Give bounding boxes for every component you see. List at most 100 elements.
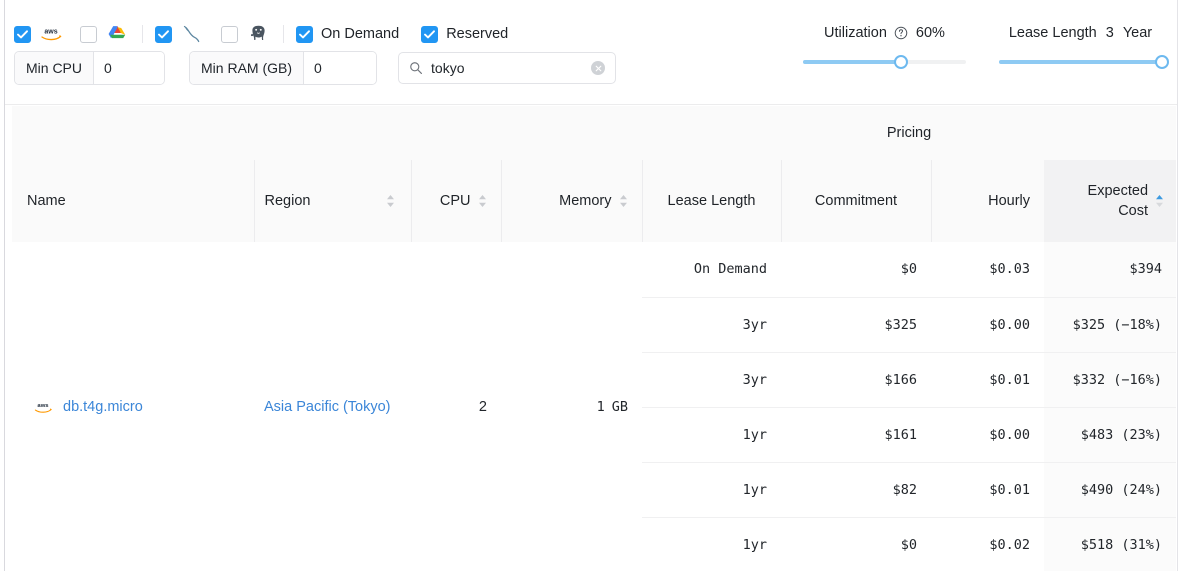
checkbox-reserved[interactable] — [421, 25, 439, 43]
expected-cost-value: $394 — [1129, 261, 1163, 278]
engine-filter-postgres[interactable] — [221, 23, 271, 45]
table-row[interactable]: aws db.t4g.micro Asia Pacific (Tokyo) — [12, 242, 1176, 415]
sort-icon-memory[interactable] — [619, 194, 628, 208]
postgresql-elephant-icon — [245, 23, 271, 45]
group-header-spacer — [12, 106, 642, 160]
checkbox-mysql[interactable] — [155, 25, 172, 43]
utilization-slider-thumb[interactable] — [893, 55, 908, 69]
sort-icon-expected-cost[interactable] — [1155, 194, 1164, 208]
memory-unit: GB — [611, 399, 628, 415]
col-header-commitment[interactable]: Commitment — [780, 160, 931, 242]
cell-commitment: $161 — [781, 406, 931, 462]
utilization-slider-block: Utilization 60% — [803, 24, 966, 69]
divider — [142, 25, 143, 43]
col-header-expected-cost-label: Expected Cost — [1088, 181, 1148, 221]
col-header-lease-length-label: Lease Length — [667, 193, 756, 209]
sort-icon-cpu[interactable] — [478, 194, 487, 208]
pricing-filter-on-demand[interactable]: On Demand — [296, 25, 400, 43]
lease-length-value: On Demand — [693, 261, 767, 278]
table-body: aws db.t4g.micro Asia Pacific (Tokyo) — [12, 242, 1176, 571]
col-header-region[interactable]: Region — [253, 160, 411, 242]
checkbox-on-demand[interactable] — [296, 25, 313, 43]
lease-length-slider-thumb[interactable] — [1155, 55, 1169, 69]
provider-filter-aws[interactable]: aws — [14, 23, 64, 45]
label-reserved: Reserved — [446, 26, 509, 42]
min-ram-input[interactable] — [304, 52, 377, 84]
checkbox-aws[interactable] — [14, 25, 31, 43]
utilization-slider-track[interactable] — [803, 55, 966, 69]
expected-cost-value: $483 (23%) — [1080, 426, 1163, 443]
table-row[interactable]: 1yr $0 $0.02 $518 (31%) — [12, 516, 1176, 571]
engine-filter-mysql[interactable] — [155, 23, 205, 45]
commitment-value: $82 — [892, 481, 917, 498]
sort-icon-region[interactable] — [386, 194, 395, 208]
hourly-value: $0.02 — [989, 536, 1030, 553]
lease-length-unit: Year — [1122, 25, 1153, 41]
table-row[interactable]: 1yr $161 $0.00 $483 (23%) — [12, 406, 1176, 462]
lease-length-value: 1yr — [742, 481, 767, 498]
col-header-cpu[interactable]: CPU — [410, 160, 501, 242]
divider — [283, 25, 284, 43]
clear-icon[interactable] — [591, 61, 606, 75]
cell-expected-cost: $518 (31%) — [1044, 516, 1176, 571]
expected-cost-line-1: Expected — [1087, 183, 1149, 199]
hourly-value: $0.01 — [989, 481, 1030, 498]
min-cpu-group[interactable]: Min CPU — [14, 51, 166, 85]
search-input[interactable] — [423, 60, 592, 76]
svg-text:aws: aws — [44, 29, 57, 36]
slider-group: Utilization 60% — [803, 24, 1169, 69]
table-row[interactable]: 3yr $325 $0.00 $325 (−18%) — [12, 296, 1176, 352]
col-header-cpu-label: CPU — [439, 193, 471, 209]
lease-length-header: Lease Length 3 Year — [999, 24, 1162, 42]
hourly-value: $0.00 — [989, 426, 1030, 443]
hourly-value: $0.03 — [989, 261, 1030, 278]
cell-lease-length: On Demand — [642, 242, 781, 297]
commitment-value: $0 — [900, 536, 917, 553]
cell-memory: 1 GB — [501, 242, 642, 571]
help-circle-icon[interactable] — [894, 26, 908, 40]
provider-filter-gcp[interactable] — [80, 23, 130, 45]
cell-region[interactable]: Asia Pacific (Tokyo) — [254, 242, 411, 571]
instance-name-link[interactable]: db.t4g.micro — [63, 399, 143, 415]
col-header-expected-cost[interactable]: Expected Cost — [1044, 160, 1176, 242]
lease-length-value: 1yr — [742, 536, 767, 553]
search-box[interactable] — [398, 52, 617, 84]
checkbox-postgres[interactable] — [221, 25, 238, 43]
cell-hourly: $0.01 — [931, 461, 1044, 517]
cell-hourly: $0.02 — [931, 516, 1044, 571]
region-link[interactable]: Asia Pacific (Tokyo) — [264, 399, 391, 415]
lease-length-value: 3 — [1105, 25, 1114, 41]
cell-expected-cost: $325 (−18%) — [1044, 296, 1176, 352]
col-header-lease-length[interactable]: Lease Length — [641, 160, 781, 242]
col-header-name[interactable]: Name — [12, 160, 254, 242]
cell-instance-name[interactable]: aws db.t4g.micro — [12, 242, 254, 571]
filter-checkbox-row: aws — [14, 22, 508, 46]
filter-toolbar: aws — [5, 0, 1177, 105]
lease-length-value: 1yr — [742, 426, 767, 443]
min-ram-label: Min RAM (GB) — [190, 52, 305, 84]
col-header-memory[interactable]: Memory — [500, 160, 642, 242]
cell-commitment: $0 — [781, 516, 931, 571]
col-header-hourly[interactable]: Hourly — [930, 160, 1044, 242]
memory-value: 1 — [596, 399, 605, 415]
pricing-filter-reserved[interactable]: Reserved — [421, 25, 509, 43]
column-header-row: Name Region — [12, 160, 1176, 242]
group-header-row: Pricing — [12, 106, 1176, 160]
gcp-icon — [104, 23, 130, 45]
lease-length-slider-block: Lease Length 3 Year — [999, 24, 1169, 69]
min-ram-group[interactable]: Min RAM (GB) — [189, 51, 378, 85]
checkbox-gcp[interactable] — [80, 25, 97, 43]
aws-icon: aws — [32, 399, 54, 415]
label-on-demand: On Demand — [321, 26, 400, 42]
table-row[interactable]: 1yr $82 $0.01 $490 (24%) — [12, 461, 1176, 517]
expected-cost-line-2: Cost — [1118, 203, 1149, 219]
cell-commitment: $0 — [781, 242, 931, 297]
table-row[interactable]: 3yr $166 $0.01 $332 (−16%) — [12, 351, 1176, 407]
lease-length-slider-track[interactable] — [999, 55, 1169, 69]
col-header-memory-label: Memory — [559, 193, 612, 209]
table-head: Pricing Name Region — [12, 106, 1176, 242]
cell-hourly: $0.00 — [931, 406, 1044, 462]
min-cpu-input[interactable] — [94, 52, 165, 84]
min-cpu-label: Min CPU — [15, 52, 95, 84]
commitment-value: $166 — [884, 371, 917, 388]
